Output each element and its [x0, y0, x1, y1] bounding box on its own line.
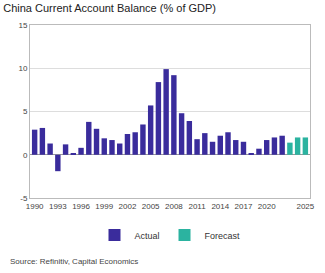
svg-text:2002: 2002 — [119, 202, 137, 211]
svg-text:-5: -5 — [20, 194, 28, 203]
svg-text:China Current Account Balance: China Current Account Balance (% of GDP) — [3, 2, 216, 14]
svg-text:15: 15 — [18, 21, 27, 30]
svg-text:10: 10 — [18, 64, 27, 73]
svg-text:1990: 1990 — [26, 202, 44, 211]
svg-text:Forecast: Forecast — [205, 231, 241, 241]
svg-text:2005: 2005 — [142, 202, 160, 211]
svg-text:2008: 2008 — [165, 202, 183, 211]
svg-text:2020: 2020 — [258, 202, 276, 211]
svg-text:0: 0 — [23, 151, 28, 160]
svg-text:2025: 2025 — [296, 202, 314, 211]
svg-text:5: 5 — [23, 107, 28, 116]
svg-text:2014: 2014 — [211, 202, 229, 211]
svg-text:1999: 1999 — [95, 202, 113, 211]
svg-text:1996: 1996 — [72, 202, 90, 211]
svg-text:Source: Refinitiv, Capital Eco: Source: Refinitiv, Capital Economics — [10, 257, 138, 266]
svg-text:Actual: Actual — [135, 231, 160, 241]
svg-text:2017: 2017 — [235, 202, 253, 211]
svg-text:2011: 2011 — [188, 202, 206, 211]
svg-text:1993: 1993 — [49, 202, 67, 211]
